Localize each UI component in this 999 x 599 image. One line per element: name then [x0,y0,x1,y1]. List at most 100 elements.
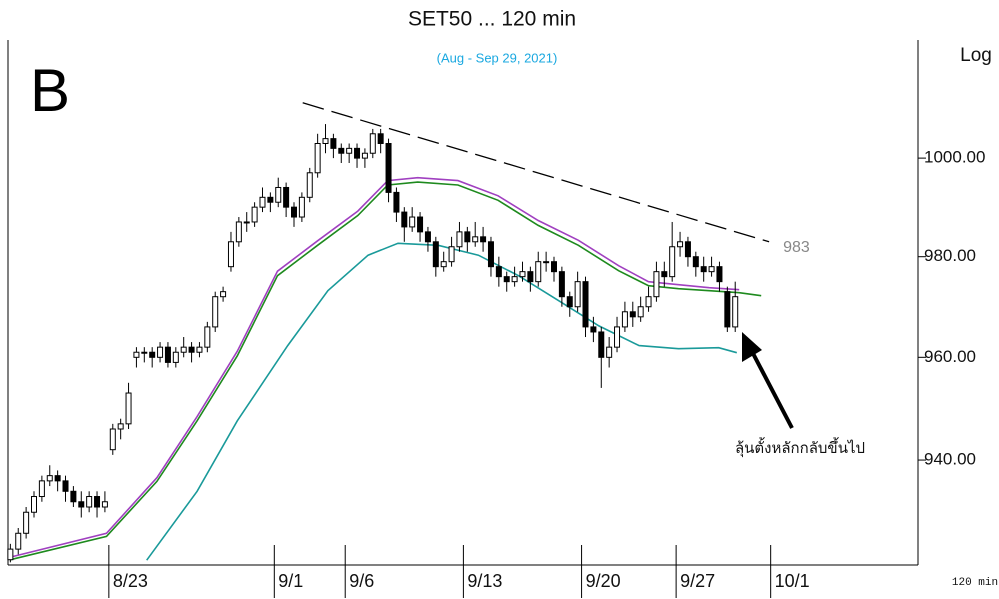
candle-body [527,271,534,283]
candle-body [653,271,660,298]
candle-body [472,236,479,243]
candle-body [385,142,392,193]
candle-body [46,475,53,482]
candle-body [495,266,502,278]
candle-body [401,211,408,228]
candle-body [180,346,187,353]
chart-subtitle: (Aug - Sep 29, 2021) [437,50,558,65]
candle-body [298,196,305,218]
candle-body [448,246,455,263]
candle-body [314,142,321,174]
candle-body [149,351,156,358]
candle-body [692,256,699,268]
candle-body [574,281,581,308]
y-tick-label: 980.00 [924,246,976,265]
candle-body [708,266,715,273]
candle-body [487,241,494,268]
candle-body [724,291,731,328]
candle-body [251,206,258,223]
candle-body [677,241,684,248]
y-tick-label: 960.00 [924,347,976,366]
plot-area: 940.00 960.00 980.00 1000.00 8/23 9/1 9/6 9/13 9… [7,102,985,598]
candle-body [243,221,250,224]
candle-body [94,496,101,508]
candle-body [275,186,282,203]
candle-body [204,326,211,348]
candle-body [684,241,691,258]
trendline [302,102,770,243]
line-series [10,176,740,558]
x-tick-label: 8/23 [113,571,148,591]
candle-body [220,291,227,298]
x-tick-label: 9/6 [349,571,374,591]
x-tick-label: 9/27 [680,571,715,591]
line-series [10,181,762,561]
candle-body [716,266,723,283]
candle-body [125,392,132,425]
candle-body [535,261,542,283]
candle-body [322,138,329,144]
candle-body [172,351,179,363]
candle-body [291,206,297,218]
candle-body [212,296,219,328]
candle-body [558,271,565,298]
candle-body [598,331,605,358]
candle-body [432,241,439,268]
candle-body [109,428,116,451]
candle-body [133,351,140,358]
candle-body [409,216,416,228]
candle-body [227,241,234,268]
candle-body [480,236,487,243]
x-tick-label: 10/1 [775,571,810,591]
candle-body [70,490,77,503]
annotation: ลุ้นตั้งหลักกลับขึ้นไป [735,437,865,458]
candle-body [456,231,463,248]
candle-body [369,133,376,154]
candle-body [78,501,85,508]
candle-body [338,147,345,154]
candle-body [629,311,636,318]
candle-body [669,246,676,278]
x-tick-label: 9/13 [467,571,502,591]
candle-body [330,138,337,149]
candle-body [259,196,266,208]
candle-body [606,346,613,358]
scale-label: Log [960,45,992,66]
candle-body [86,496,93,508]
candle-body [566,296,573,308]
candle-body [267,196,274,203]
candle-body [141,351,148,354]
candle-body [283,186,290,208]
candle-body [157,346,164,358]
panel-letter: B [30,57,70,124]
candle-body [101,501,108,508]
annotation-arrow [742,332,794,429]
candle-body [38,480,45,498]
candle-body [590,326,597,333]
line-series [146,242,738,561]
candle-body [7,548,14,561]
candle-body [15,532,22,550]
candle-body [188,346,195,353]
candle-body [543,261,550,264]
candle-body [377,133,384,144]
y-tick-label: 940.00 [924,450,976,469]
candle-body [582,281,589,328]
candle-body [196,346,203,353]
candle-body [117,423,124,430]
x-tick-label: 9/20 [586,571,621,591]
candle-body [393,191,400,213]
candle-body [354,147,361,159]
candle-body [62,480,69,492]
candle-body [551,261,557,273]
chart-title: SET50 ... 120 min [408,8,576,31]
trendline-label: 983 [783,239,810,256]
candle-body [645,296,652,308]
candle-body [361,152,368,159]
candle-body [417,216,424,233]
candle-body [519,271,526,278]
candle-body [700,266,707,273]
candle-body [235,221,242,243]
candle-body [464,231,471,243]
candle-body [511,276,518,283]
